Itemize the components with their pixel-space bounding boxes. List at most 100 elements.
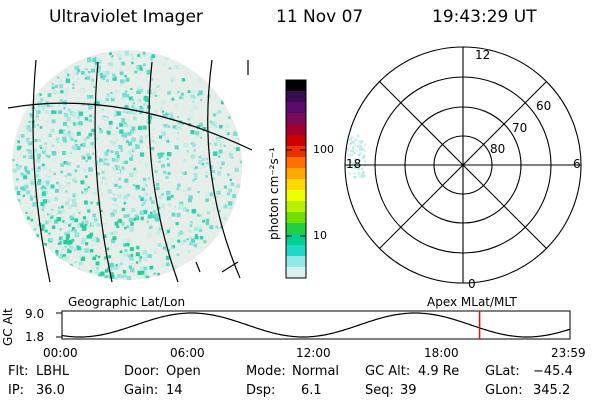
uv-pixel [51, 151, 57, 156]
uv-pixel [106, 130, 111, 135]
uv-pixel [225, 124, 229, 129]
polar-uv-pixel [356, 135, 360, 138]
uv-pixel [183, 239, 186, 243]
uv-pixel [51, 208, 54, 211]
uv-pixel [61, 257, 66, 262]
uv-pixel [241, 170, 242, 173]
uv-pixel [227, 192, 230, 196]
uv-pixel [41, 103, 46, 108]
uv-pixel [82, 190, 88, 195]
uv-pixel [74, 144, 79, 148]
uv-pixel [188, 198, 192, 203]
uv-pixel [149, 196, 152, 199]
lat-label-80: 80 [490, 142, 506, 156]
uv-pixel [131, 126, 136, 131]
uv-pixel [55, 253, 59, 256]
uv-pixel [40, 186, 44, 190]
uv-pixel [127, 212, 130, 215]
uv-pixel [162, 264, 165, 267]
uv-pixel [18, 165, 22, 168]
uv-pixel [37, 170, 40, 174]
uv-pixel [165, 112, 169, 117]
uv-pixel [44, 187, 47, 190]
uv-pixel [169, 112, 174, 117]
alt-plot-frame [61, 310, 571, 340]
polar-uv-pixel [357, 153, 361, 157]
uv-pixel [134, 70, 137, 74]
uv-pixel [68, 223, 71, 227]
uv-pixel [156, 178, 161, 183]
uv-pixel [146, 110, 149, 114]
uv-pixel [229, 178, 232, 181]
uv-pixel [144, 199, 148, 203]
uv-pixel [124, 227, 127, 230]
uv-pixel [203, 240, 207, 244]
polar-uv-pixel [362, 170, 365, 174]
uv-pixel [232, 194, 237, 199]
uv-pixel [103, 75, 107, 78]
uv-pixel [115, 158, 120, 163]
uv-pixel [141, 187, 146, 191]
uv-pixel [228, 188, 232, 193]
polar-uv-pixel [363, 159, 367, 163]
uv-pixel [34, 195, 37, 198]
uv-pixel [117, 54, 122, 58]
uv-pixel [170, 116, 174, 121]
uv-pixel [144, 192, 149, 197]
uv-pixel [168, 67, 172, 70]
uv-pixel [136, 108, 140, 112]
uv-pixel [43, 243, 47, 247]
uv-pixel [87, 155, 92, 160]
colorbar-band [286, 267, 306, 279]
uv-pixel [98, 163, 101, 166]
uv-pixel [147, 115, 153, 120]
uv-pixel [142, 177, 147, 182]
uv-pixel [121, 118, 126, 122]
uv-pixel [153, 272, 156, 275]
uv-pixel [124, 105, 129, 110]
uv-pixel [118, 144, 123, 149]
uv-pixel [150, 158, 155, 163]
uv-pixel [64, 70, 68, 74]
header-time: 19:43:29 UT [432, 7, 537, 27]
uv-pixel [239, 160, 242, 164]
uv-pixel [76, 131, 81, 136]
uv-pixel [128, 96, 133, 101]
uv-pixel [142, 201, 146, 205]
uv-pixel [67, 131, 71, 135]
uv-pixel [202, 163, 205, 166]
uv-pixel [59, 98, 63, 103]
x-tick-label: 12:00 [296, 346, 331, 360]
uv-pixel [82, 216, 86, 220]
uv-pixel [91, 68, 96, 73]
colorbar-band [286, 135, 306, 147]
uv-pixel [70, 204, 74, 207]
uv-pixel [154, 110, 157, 113]
gcalt-label: GC Alt: [365, 364, 411, 379]
uv-pixel [51, 119, 56, 124]
uv-pixel [116, 126, 119, 130]
uv-pixel [170, 79, 174, 83]
uv-pixel [100, 209, 103, 213]
uv-pixel [128, 265, 132, 269]
uv-pixel [149, 197, 152, 201]
uv-pixel [166, 229, 170, 234]
uv-pixel [29, 195, 33, 198]
uv-pixel [135, 261, 139, 264]
ip-label: IP: [8, 383, 25, 398]
uv-pixel [149, 225, 153, 230]
uv-pixel [109, 52, 112, 56]
uv-pixel [118, 177, 121, 181]
uv-pixel [135, 252, 140, 257]
uv-pixel [91, 128, 95, 132]
uv-pixel [86, 153, 90, 157]
uv-pixel [132, 147, 136, 151]
uv-pixel [125, 93, 130, 98]
uv-pixel [36, 234, 39, 237]
uv-pixel [209, 192, 214, 197]
uv-pixel [106, 116, 109, 119]
polar-uv-pixel [355, 149, 358, 152]
uv-pixel [91, 264, 96, 269]
uv-pixel [66, 197, 71, 202]
uv-pixel [61, 205, 64, 209]
